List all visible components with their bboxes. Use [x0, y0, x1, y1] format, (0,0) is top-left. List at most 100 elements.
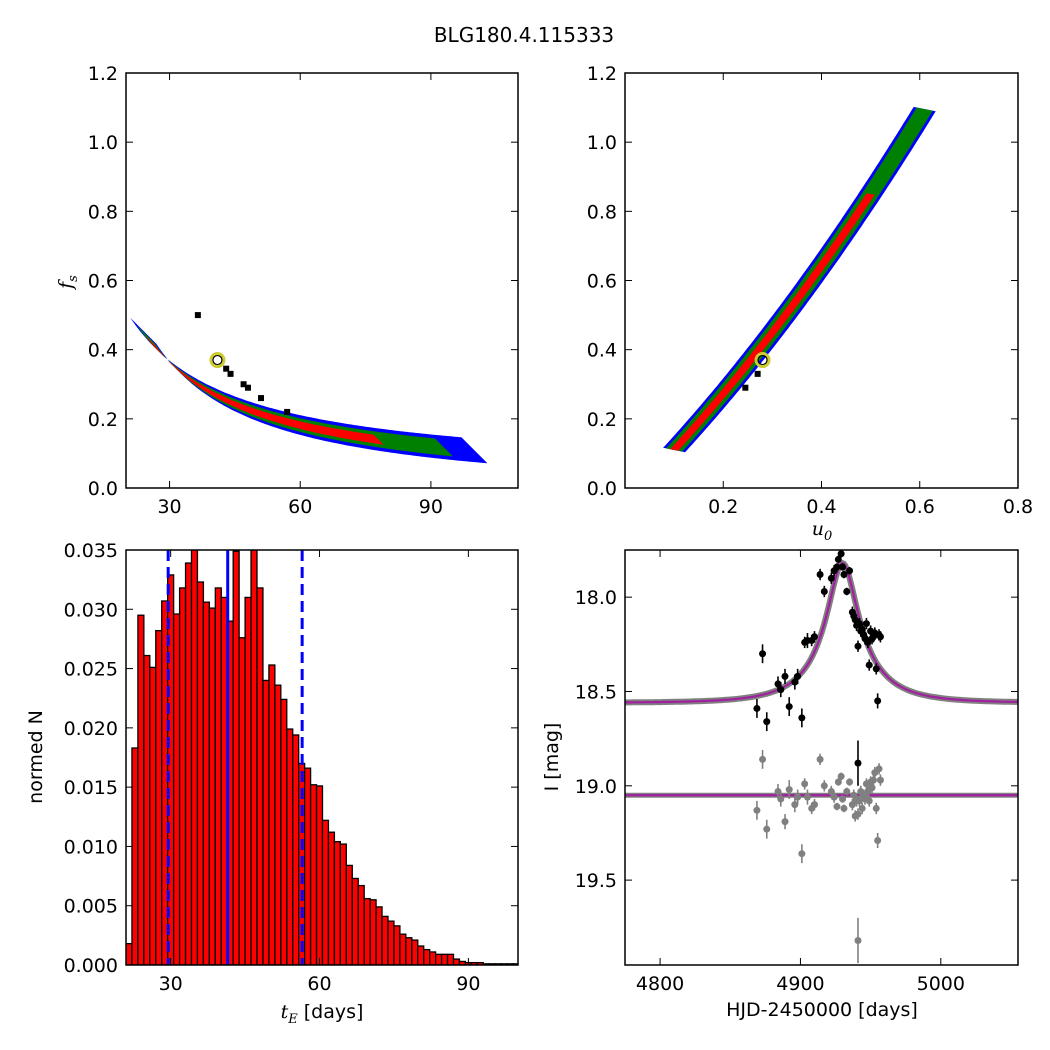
histogram-bar — [232, 550, 240, 965]
residuals-point — [781, 818, 789, 826]
residuals-point — [874, 837, 882, 844]
histogram-bar — [417, 945, 425, 965]
data-point — [834, 555, 842, 563]
histogram-bar — [399, 933, 407, 965]
residuals-point — [876, 776, 884, 784]
histogram-bar — [333, 841, 342, 965]
figure-title: BLG180.4.115333 — [434, 23, 614, 47]
data-point — [763, 718, 771, 726]
data-point — [777, 686, 785, 694]
histogram-bar — [172, 613, 181, 965]
data-point — [839, 563, 847, 571]
histogram-bar — [178, 587, 187, 965]
middle-confidence-region — [666, 107, 933, 452]
data-point — [794, 672, 802, 680]
residuals-point — [854, 936, 862, 944]
data-point — [865, 661, 873, 669]
y-tick-label: 0.6 — [88, 271, 118, 293]
data-point — [833, 563, 841, 571]
residuals-point — [820, 782, 828, 790]
y-tick-label: 1.2 — [88, 63, 118, 85]
model-curve — [625, 561, 1018, 704]
histogram-bar — [274, 684, 282, 965]
y-tick-label: 0.6 — [587, 271, 617, 293]
x-tick-label: 4800 — [636, 973, 684, 995]
x-tick-label: 90 — [419, 496, 443, 518]
data-point — [827, 574, 835, 582]
histogram-bar — [375, 906, 383, 965]
residuals-point — [791, 801, 799, 809]
histogram-bar — [381, 915, 389, 965]
y-tick-label: 19.0 — [575, 776, 617, 798]
data-point — [785, 703, 793, 711]
y-tick-label: 0.2 — [587, 409, 617, 431]
y-tick-label: 0.4 — [587, 340, 617, 362]
histogram-bar — [190, 550, 199, 965]
residuals-point — [785, 786, 793, 794]
axes-frame — [125, 549, 519, 966]
histogram-bar — [351, 877, 359, 965]
histogram-bar — [440, 953, 449, 965]
residuals-point — [872, 804, 880, 812]
axes-frame — [624, 549, 1019, 966]
x-tick-label: 60 — [307, 973, 331, 995]
histogram-bar — [423, 948, 431, 965]
data-point — [791, 678, 799, 686]
chain-density-cell — [227, 370, 234, 377]
residuals-point — [850, 791, 858, 799]
x-tick-label: 0.8 — [1003, 496, 1033, 518]
histogram-bar — [126, 943, 133, 965]
histogram-bar — [387, 920, 395, 965]
light-curve-panel: 4800 4900 5000 18.0 18.5 19.0 19.5 I [mag] HJD-2… — [541, 549, 1019, 1021]
residuals-point — [855, 797, 863, 805]
histogram-bar — [429, 951, 437, 965]
residuals-point — [794, 793, 802, 801]
y-tick-label: 0.010 — [64, 836, 118, 858]
histogram-bar — [292, 734, 300, 965]
histogram-bar — [149, 666, 157, 965]
residuals-point — [801, 780, 809, 788]
outer-confidence-region — [130, 317, 488, 464]
histogram-bar — [405, 937, 413, 965]
histogram-bar — [244, 596, 252, 965]
residuals-point — [854, 810, 862, 818]
y-tick-label: 18.5 — [575, 681, 617, 703]
residuals-point — [868, 784, 876, 792]
residuals-point — [840, 804, 848, 812]
best-fit-marker — [754, 352, 771, 369]
data-point — [840, 571, 848, 579]
residuals-point — [774, 787, 782, 795]
histogram-bar — [208, 607, 216, 965]
histogram-bar — [250, 550, 258, 965]
histogram-bar — [286, 728, 294, 965]
y-tick-label: 1.0 — [88, 132, 118, 154]
fs-vs-te-panel: 30 60 90 0.0 0.2 0.4 0.6 0.8 1.0 1.2 fs — [55, 63, 519, 518]
y-tick-label: 0.035 — [64, 540, 118, 562]
x-tick-label: 30 — [157, 496, 181, 518]
residuals-point — [846, 778, 854, 786]
data-point — [862, 620, 870, 628]
y-axis-label: fs — [55, 275, 81, 291]
residuals-point — [827, 787, 835, 795]
y-tick-label: 0.4 — [88, 340, 118, 362]
histogram-bar — [155, 629, 163, 965]
residuals-point — [803, 793, 811, 801]
histogram-bar — [214, 587, 222, 965]
y-tick-label: 0.0 — [587, 478, 617, 500]
histogram-bar — [369, 899, 377, 965]
y-tick-label: 1.0 — [587, 132, 617, 154]
histogram-bar — [256, 587, 264, 965]
data-point — [854, 642, 862, 650]
data-point — [774, 680, 782, 688]
histogram-bar — [345, 864, 353, 965]
y-axis-label: normed N — [25, 710, 47, 804]
data-point — [855, 620, 863, 628]
data-point — [781, 672, 789, 680]
data-point — [854, 759, 862, 767]
histogram-bar — [167, 574, 175, 965]
fs-vs-u0-panel: 0.2 0.4 0.6 0.8 0.0 0.2 0.4 0.6 0.8 1.0 1.2 u0 — [587, 63, 1033, 544]
x-tick-label: 60 — [288, 496, 312, 518]
histogram-bar — [202, 601, 211, 965]
chain-density-cell — [742, 384, 749, 391]
residuals-point — [843, 787, 851, 795]
